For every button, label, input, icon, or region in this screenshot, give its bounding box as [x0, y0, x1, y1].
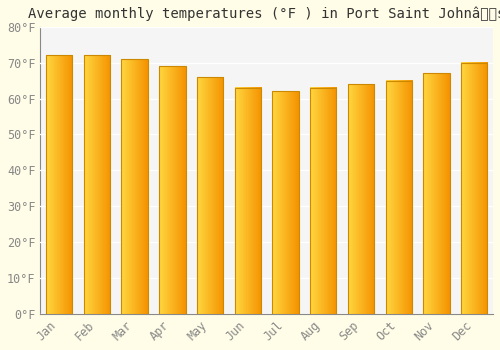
- Bar: [197, 77, 224, 314]
- Bar: [159, 66, 186, 314]
- Bar: [84, 56, 110, 314]
- Bar: [310, 88, 336, 314]
- Title: Average monthly temperatures (°F ) in Port Saint Johnâs: Average monthly temperatures (°F ) in Po…: [28, 7, 500, 21]
- Bar: [272, 91, 299, 314]
- Bar: [348, 84, 374, 314]
- Bar: [122, 59, 148, 314]
- Bar: [461, 63, 487, 314]
- Bar: [234, 88, 261, 314]
- Bar: [386, 80, 412, 314]
- Bar: [424, 74, 450, 314]
- Bar: [46, 56, 72, 314]
